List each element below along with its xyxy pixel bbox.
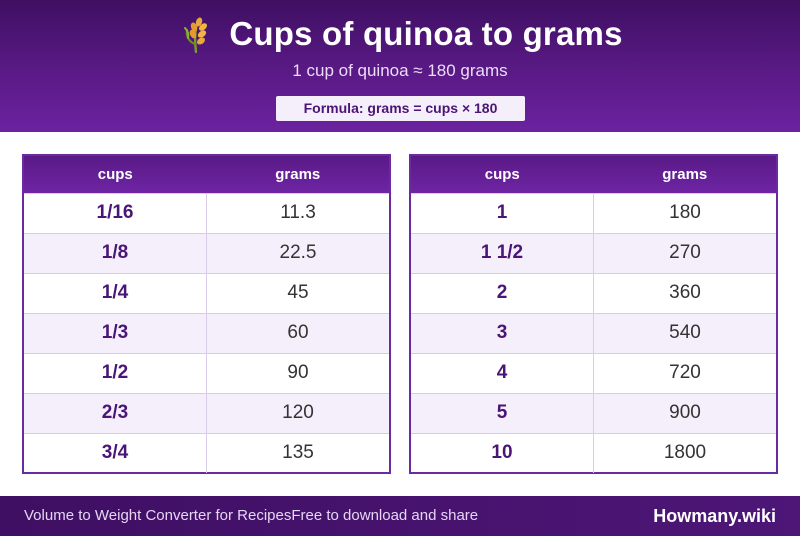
column-header-grams: grams [206, 156, 389, 193]
grams-cell: 360 [593, 272, 776, 313]
subtitle: 1 cup of quinoa ≈ 180 grams [292, 61, 508, 80]
cups-cell: 2/3 [24, 392, 207, 433]
table-row: 1/3 60 [24, 312, 389, 353]
footer-tagline: Volume to Weight Converter for Recipes [24, 507, 292, 524]
grams-cell: 1800 [593, 432, 776, 473]
column-header-cups: cups [24, 156, 207, 193]
conversion-table-left: cups grams 1/16 11.3 1/8 22.5 1/4 45 1/3… [22, 154, 391, 474]
grams-cell: 900 [593, 392, 776, 433]
table-row: 1/16 11.3 [24, 192, 389, 233]
column-header-grams: grams [593, 156, 776, 193]
formula-badge: Formula: grams = cups × 180 [276, 96, 525, 121]
grams-cell: 22.5 [206, 232, 389, 273]
table-row: 10 1800 [411, 432, 776, 473]
cups-cell: 1/2 [24, 352, 207, 393]
grams-cell: 120 [206, 392, 389, 433]
cups-cell: 1 1/2 [411, 232, 594, 273]
cups-cell: 1/8 [24, 232, 207, 273]
cups-cell: 4 [411, 352, 594, 393]
grams-cell: 11.3 [206, 192, 389, 233]
cups-cell: 3 [411, 312, 594, 353]
table-row: 1/2 90 [24, 352, 389, 393]
grams-cell: 180 [593, 192, 776, 233]
table-row: 2/3 120 [24, 392, 389, 433]
footer-bar: Volume to Weight Converter for RecipesFr… [0, 496, 800, 536]
conversion-table-right: cups grams 1 180 1 1/2 270 2 360 3 540 4 [409, 154, 778, 474]
table-row: 4 720 [411, 352, 776, 393]
grams-cell: 90 [206, 352, 389, 393]
grams-cell: 540 [593, 312, 776, 353]
header-banner: Cups of quinoa to grams 1 cup of quinoa … [0, 0, 800, 132]
page-title: Cups of quinoa to grams [229, 15, 623, 52]
footer-share-text: Free to download and share [291, 507, 479, 524]
column-header-cups: cups [411, 156, 594, 193]
grams-cell: 270 [593, 232, 776, 273]
brand-logo-text[interactable]: Howmany.wiki [653, 506, 776, 526]
table-row: 5 900 [411, 392, 776, 433]
table-row: 3 540 [411, 312, 776, 353]
cups-cell: 1/3 [24, 312, 207, 353]
cups-cell: 1/4 [24, 272, 207, 313]
cups-cell: 3/4 [24, 432, 207, 473]
table-row: 2 360 [411, 272, 776, 313]
wheat-icon [184, 17, 208, 54]
grams-cell: 60 [206, 312, 389, 353]
cups-cell: 10 [411, 432, 594, 473]
title-row: Cups of quinoa to grams [0, 14, 800, 54]
cups-cell: 1/16 [24, 192, 207, 233]
table-row: 1/8 22.5 [24, 232, 389, 273]
cups-cell: 5 [411, 392, 594, 433]
grams-cell: 135 [206, 432, 389, 473]
grams-cell: 720 [593, 352, 776, 393]
table-row: 3/4 135 [24, 432, 389, 473]
cups-cell: 1 [411, 192, 594, 233]
cups-cell: 2 [411, 272, 594, 313]
grams-cell: 45 [206, 272, 389, 313]
table-row: 1 180 [411, 192, 776, 233]
table-row: 1/4 45 [24, 272, 389, 313]
footer-caption: Volume to Weight Converter for RecipesFr… [24, 496, 478, 536]
table-row: 1 1/2 270 [411, 232, 776, 273]
